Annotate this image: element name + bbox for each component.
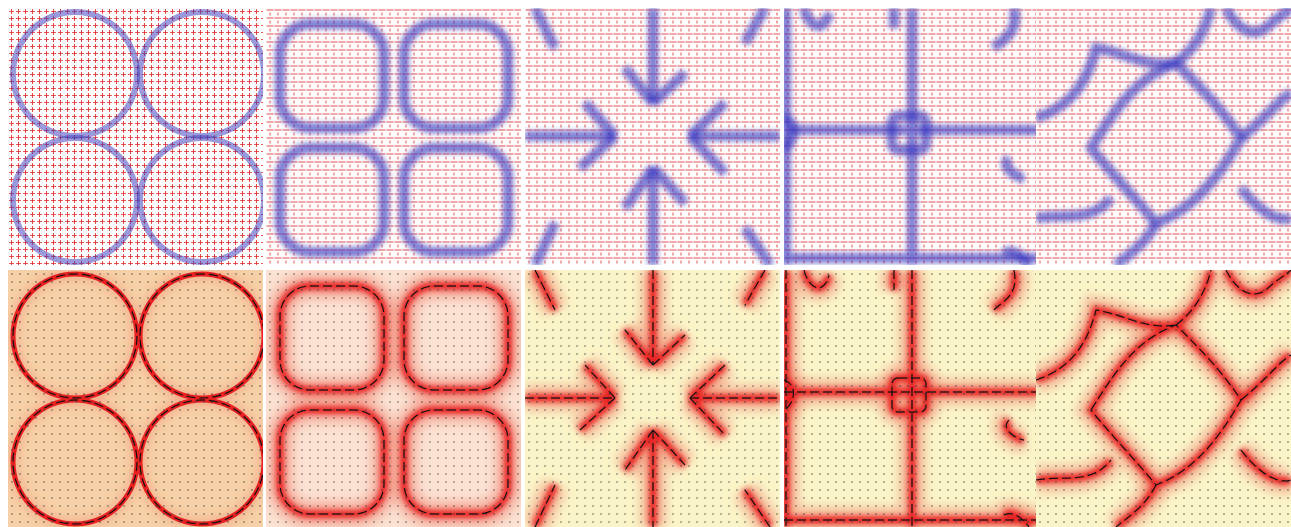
velocity-panel (784, 270, 1039, 527)
velocity-panel (525, 270, 780, 527)
velocity-dots (8, 270, 263, 527)
panel-grid (8, 8, 1291, 527)
page: {} (0, 0, 1291, 527)
velocity-dots (784, 270, 1039, 527)
director-panel (266, 8, 521, 265)
director-panel (525, 8, 780, 265)
figure (0, 0, 1291, 527)
velocity-dots (266, 270, 521, 527)
director-panel (784, 8, 1039, 265)
velocity-dots (1036, 270, 1291, 527)
director-field (1036, 8, 1291, 265)
velocity-panel (1036, 270, 1291, 527)
director-panel (1036, 8, 1291, 265)
director-field (266, 8, 521, 265)
director-panel (8, 8, 264, 265)
velocity-panel (266, 270, 521, 527)
director-field (8, 8, 263, 265)
velocity-panel (8, 270, 264, 527)
